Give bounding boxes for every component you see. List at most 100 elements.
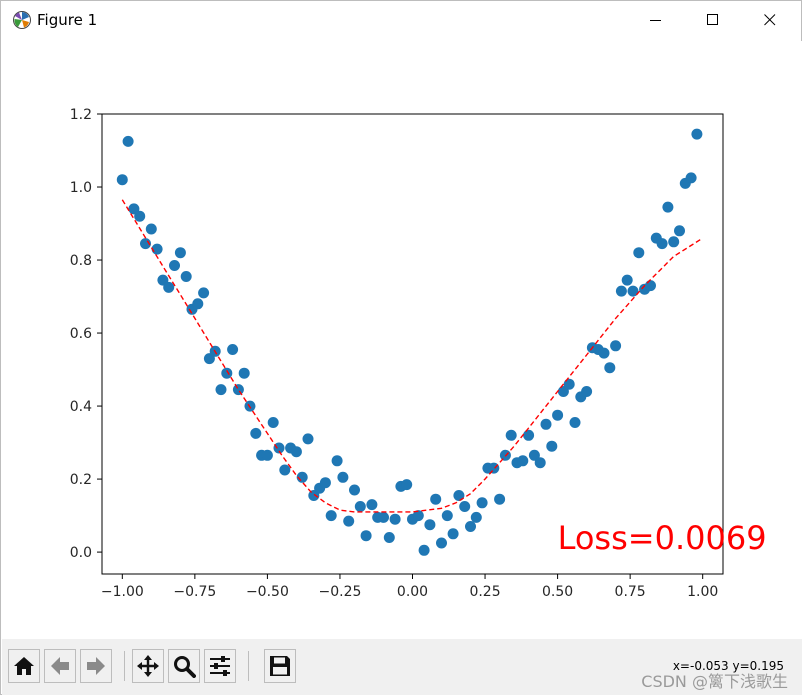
scatter-point [453, 490, 465, 501]
scatter-point [430, 493, 442, 505]
scatter-point [441, 510, 453, 522]
x-tick-label: 0.25 [469, 584, 500, 600]
window-title: Figure 1 [37, 11, 98, 29]
scatter-point [465, 521, 476, 532]
y-tick-label: 0.8 [70, 253, 92, 269]
scatter-point [621, 274, 633, 286]
scatter-point [319, 477, 331, 489]
scatter-point [389, 513, 401, 525]
scatter-point [401, 479, 413, 491]
y-axis-ticks: 0.0 0.2 0.4 0.6 0.8 1.0 1.2 [70, 107, 102, 561]
forward-button[interactable] [80, 649, 112, 683]
scatter-point [569, 417, 581, 428]
x-tick-label: 0.75 [615, 584, 646, 600]
scatter-point [366, 499, 378, 511]
scatter-point [279, 464, 291, 476]
maximize-button[interactable] [690, 1, 736, 39]
axes-frame [101, 113, 724, 575]
zoom-button[interactable] [168, 649, 200, 683]
scatter-point [163, 281, 175, 293]
scatter-point [662, 201, 674, 213]
loss-annotation: Loss=0.0069 [558, 519, 767, 557]
maximize-icon [707, 14, 718, 25]
scatter-point [447, 528, 459, 540]
x-tick-label: −0.75 [173, 584, 216, 600]
scatter-point [122, 135, 134, 147]
home-button[interactable] [8, 649, 40, 683]
scatter-point [296, 471, 308, 483]
home-icon [14, 657, 34, 675]
scatter-point [633, 247, 645, 259]
toolbar-separator [124, 651, 125, 681]
x-tick-label: 0.50 [542, 584, 573, 600]
scatter-point [488, 462, 500, 474]
title-bar[interactable]: Figure 1 [1, 1, 801, 39]
scatter-point [674, 225, 685, 237]
scatter-point [250, 427, 262, 439]
x-tick-label: 0.00 [397, 584, 428, 600]
scatter-point [610, 340, 622, 352]
scatter-point [534, 457, 546, 469]
save-button[interactable] [264, 649, 296, 683]
back-button[interactable] [44, 649, 76, 683]
scatter-point [523, 429, 535, 441]
scatter-point [349, 484, 360, 496]
scatter-point [604, 362, 616, 374]
configure-button[interactable] [204, 649, 236, 683]
scatter-point [221, 367, 233, 379]
scatter-point [174, 247, 186, 259]
minimize-button[interactable] [633, 1, 679, 39]
y-tick-label: 0.0 [70, 545, 92, 561]
scatter-point [581, 386, 593, 397]
x-tick-label: −0.50 [246, 584, 289, 600]
y-tick-label: 1.0 [70, 180, 92, 196]
cursor-coordinates: x=-0.053 y=0.195 [672, 659, 784, 673]
magnifier-icon [174, 656, 196, 678]
figure-canvas[interactable]: −1.00 −0.75 −0.50 −0.25 0.00 0.25 0.50 0.75 1.00… [2, 41, 802, 639]
close-button[interactable] [747, 1, 793, 39]
navigation-toolbar: x=-0.053 y=0.195 CSDN @篱下浅歌生 [2, 639, 802, 695]
scatter-point [528, 449, 540, 461]
scatter-point [134, 210, 146, 222]
scatter-point [267, 417, 279, 428]
scatter-point [227, 344, 239, 355]
scatter-point [360, 530, 372, 542]
x-axis-ticks: −1.00 −0.75 −0.50 −0.25 0.00 0.25 0.50 0.75 1.00 [101, 574, 718, 600]
scatter-point [343, 515, 355, 527]
y-tick-label: 1.2 [70, 107, 92, 123]
x-tick-label: −0.25 [319, 584, 362, 600]
scatter-point [546, 440, 558, 452]
pan-button[interactable] [132, 649, 164, 683]
scatter-point [476, 497, 488, 509]
scatter-point [563, 378, 575, 390]
plot-svg: −1.00 −0.75 −0.50 −0.25 0.00 0.25 0.50 0.75 1.00… [70, 107, 767, 600]
x-tick-label: −1.00 [101, 584, 144, 600]
x-tick-label: 1.00 [687, 584, 718, 600]
sliders-icon [210, 656, 230, 676]
scatter-point [424, 519, 436, 531]
toolbar-separator [248, 651, 249, 681]
scatter-point [232, 384, 244, 396]
scatter-point [615, 285, 627, 297]
minimize-icon [650, 20, 661, 21]
scatter-point [627, 285, 639, 297]
scatter-point [180, 271, 192, 282]
y-tick-label: 0.2 [70, 472, 92, 488]
scatter-point [198, 287, 210, 299]
scatter-point [273, 442, 285, 454]
scatter-point [691, 128, 703, 140]
scatter-point [494, 493, 506, 505]
scatter-point [470, 511, 482, 523]
scatter-point [598, 347, 610, 359]
y-tick-label: 0.6 [70, 326, 92, 342]
scatter-point [383, 532, 395, 543]
scatter-point [331, 455, 343, 467]
scatter-point [238, 367, 250, 379]
fit-line [121, 199, 704, 513]
move-arrows-icon [137, 655, 159, 677]
arrow-left-icon [51, 657, 69, 675]
scatter-point [552, 409, 564, 421]
y-tick-label: 0.4 [70, 399, 92, 415]
scatter-point [418, 544, 430, 556]
scatter-points [116, 128, 703, 556]
